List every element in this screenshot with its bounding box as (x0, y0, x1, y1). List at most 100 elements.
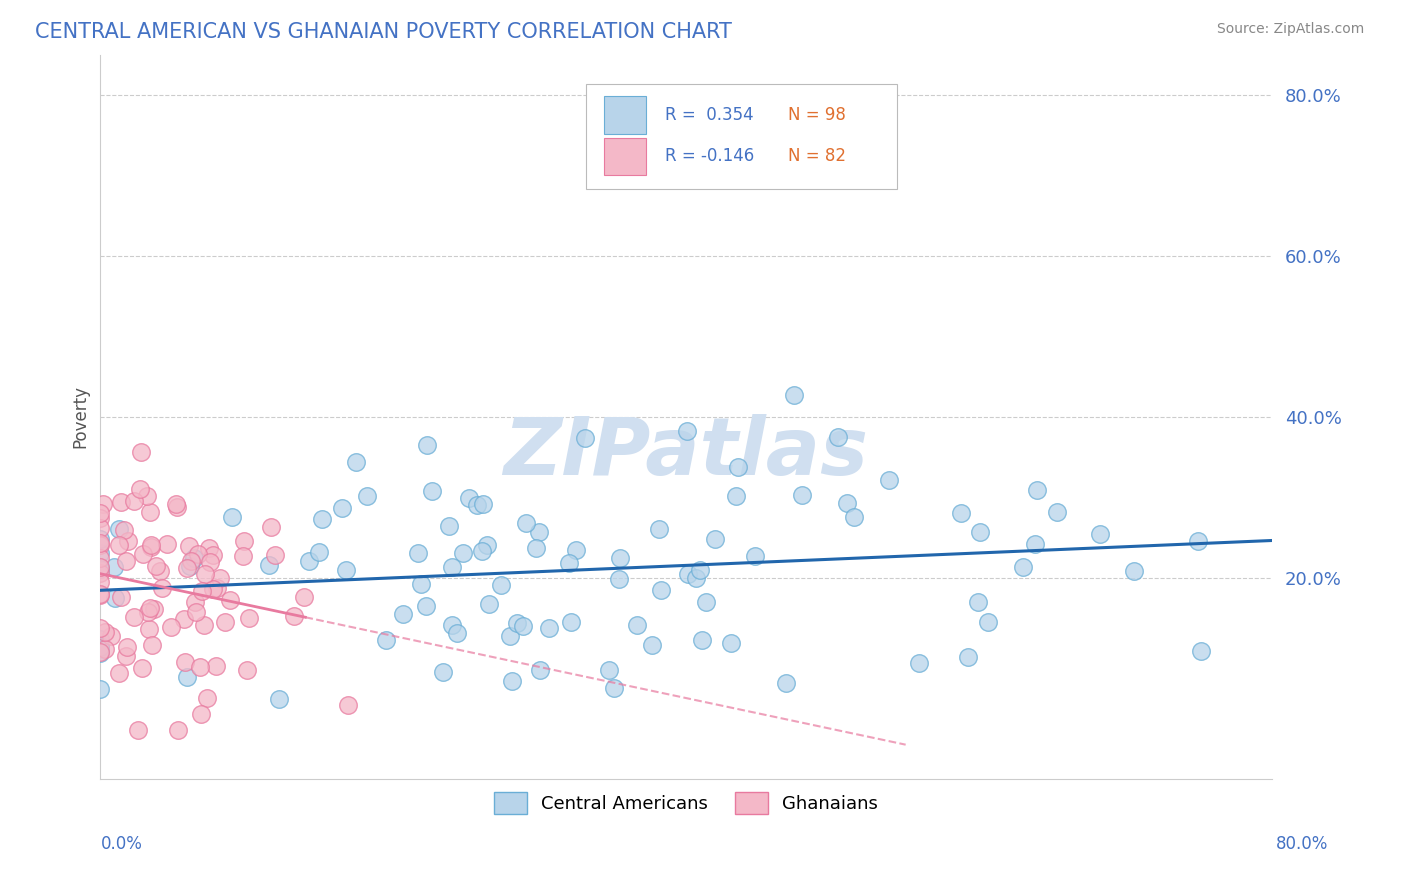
Point (183, 551, 205, 566)
Point (335, 563, 357, 577)
Point (969, 524, 991, 539)
Text: CENTRAL AMERICAN VS GHANAIAN POVERTY CORRELATION CHART: CENTRAL AMERICAN VS GHANAIAN POVERTY COR… (35, 22, 733, 42)
Point (609, 550, 631, 565)
Point (219, 593, 242, 607)
Point (177, 539, 200, 553)
Point (89, 551, 111, 566)
Point (529, 663, 551, 677)
Point (1189, 644, 1212, 658)
Point (89, 561, 111, 575)
Point (416, 438, 439, 452)
Text: 80.0%: 80.0% (1277, 835, 1329, 853)
Point (156, 537, 179, 551)
Point (89, 536, 111, 550)
Point (440, 560, 463, 574)
Point (1122, 564, 1144, 578)
Point (89, 510, 111, 524)
Point (110, 495, 132, 509)
Point (308, 545, 330, 559)
Point (949, 506, 972, 520)
Point (145, 559, 167, 574)
Point (179, 559, 201, 574)
Point (529, 525, 551, 540)
Point (724, 489, 747, 503)
Point (107, 666, 129, 681)
Point (1024, 537, 1046, 551)
Y-axis label: Poverty: Poverty (72, 385, 89, 449)
Point (392, 607, 415, 621)
Point (89, 560, 111, 574)
Point (122, 609, 145, 624)
Point (208, 571, 231, 585)
Point (89, 566, 111, 581)
Point (465, 498, 488, 512)
Point (675, 424, 697, 438)
Point (89, 622, 111, 636)
Point (136, 605, 159, 619)
Point (538, 621, 561, 635)
Point (143, 602, 166, 616)
Point (188, 660, 211, 674)
Point (976, 615, 998, 630)
Point (720, 636, 742, 650)
Point (565, 543, 588, 558)
Point (195, 691, 218, 706)
Point (141, 538, 163, 552)
Point (104, 591, 127, 605)
Point (100, 629, 122, 643)
Point (184, 605, 207, 619)
Point (648, 522, 671, 536)
Point (626, 618, 648, 632)
Point (512, 619, 534, 633)
FancyBboxPatch shape (586, 84, 897, 189)
Point (1187, 534, 1209, 549)
Point (112, 523, 135, 537)
Point (129, 445, 152, 459)
Point (89, 646, 111, 660)
Point (356, 489, 378, 503)
Point (204, 659, 226, 673)
Point (475, 538, 498, 552)
Point (190, 706, 212, 721)
Point (138, 505, 160, 519)
Point (267, 691, 290, 706)
Point (650, 582, 672, 597)
Point (89, 587, 111, 601)
Text: Source: ZipAtlas.com: Source: ZipAtlas.com (1216, 22, 1364, 37)
Text: R = -0.146: R = -0.146 (665, 147, 754, 165)
Point (138, 622, 160, 636)
Point (375, 633, 398, 648)
Point (558, 556, 581, 570)
FancyBboxPatch shape (605, 96, 647, 134)
Point (89, 645, 111, 659)
Point (176, 670, 198, 684)
Point (107, 538, 129, 552)
Point (506, 615, 529, 630)
Point (89, 642, 111, 657)
Point (292, 590, 315, 604)
Point (108, 522, 131, 536)
Point (141, 638, 163, 652)
Point (827, 430, 849, 444)
Point (685, 571, 707, 585)
Point (311, 512, 333, 526)
Point (235, 663, 257, 677)
Point (297, 554, 319, 568)
Text: N = 98: N = 98 (787, 106, 846, 124)
Text: R =  0.354: R = 0.354 (665, 106, 754, 124)
Point (89, 546, 111, 560)
Point (501, 673, 523, 688)
Point (173, 655, 195, 669)
Point (790, 488, 813, 502)
Point (515, 516, 537, 530)
Point (409, 576, 432, 591)
Point (115, 554, 138, 568)
Point (406, 546, 429, 560)
Text: ZIPatlas: ZIPatlas (503, 414, 869, 492)
Point (783, 388, 806, 402)
Point (205, 581, 228, 595)
Point (115, 648, 138, 663)
Point (524, 541, 547, 555)
Point (835, 496, 858, 510)
Point (149, 564, 172, 578)
